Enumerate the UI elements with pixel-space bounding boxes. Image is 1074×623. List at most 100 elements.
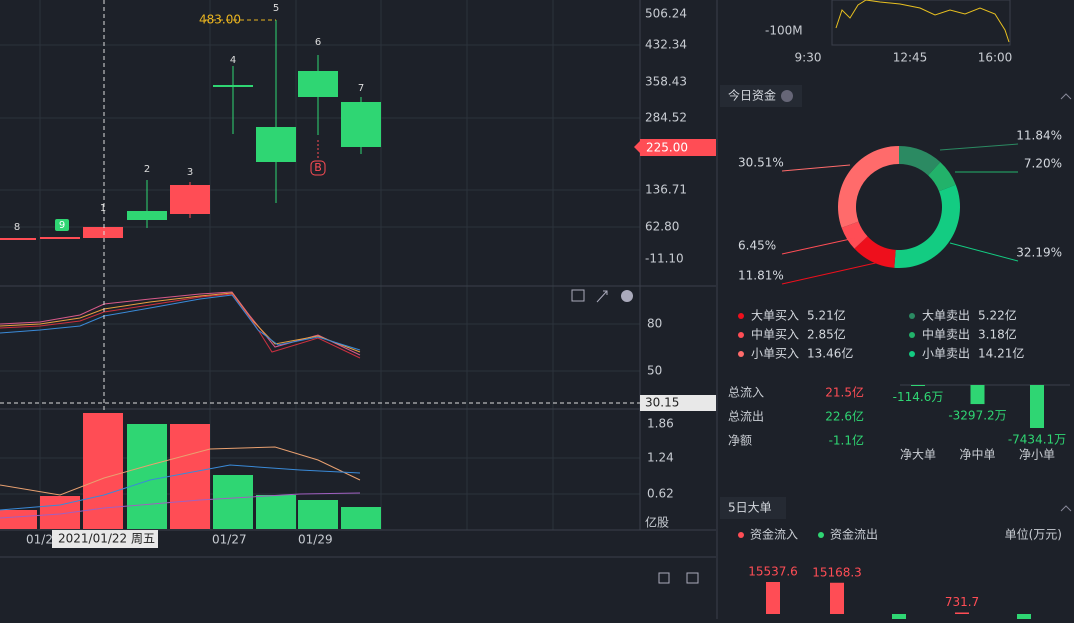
five-day-bar — [766, 582, 780, 614]
date-label: 01/29 — [298, 533, 333, 547]
collapse[interactable] — [1060, 93, 1072, 100]
indicator-tick: 50 — [647, 364, 662, 378]
donut-label: 11.81% — [738, 269, 784, 283]
time-label: 12:45 — [893, 51, 928, 65]
five-day-bar — [830, 582, 844, 614]
net-bar — [1030, 385, 1044, 428]
net-value: -7434.1万 — [1008, 433, 1066, 447]
candle-label: 9 — [59, 220, 65, 231]
net-value: -3297.2万 — [948, 409, 1006, 423]
legend-dot — [909, 351, 915, 357]
donut-segment — [899, 146, 941, 176]
volume-tick: 1.86 — [647, 417, 674, 431]
candle-label: 7 — [358, 83, 364, 94]
crosshair-date-bg — [52, 530, 158, 548]
candle-label: 6 — [315, 37, 321, 48]
indicator-lines — [0, 291, 361, 359]
crosshair-value: 30.15 — [645, 396, 679, 410]
five-day-value: 15168.3 — [812, 565, 862, 579]
legend-value: 5.22亿 — [978, 308, 1017, 323]
price-tick: 358.43 — [645, 75, 687, 89]
volume-lines — [0, 446, 361, 519]
leader-line — [781, 164, 851, 172]
unit: 单位(万元) — [1005, 527, 1062, 542]
intraday-frame — [831, 0, 1011, 46]
candle-label: 4 — [230, 55, 236, 66]
donut-segment — [928, 162, 956, 192]
legend-name: 小单卖出 — [922, 347, 970, 361]
candles — [0, 19, 381, 240]
donut-segment — [854, 236, 896, 268]
price-tick: -11.10 — [645, 252, 684, 266]
price-tag-bg — [640, 139, 716, 156]
legend-dot — [818, 532, 824, 538]
donut-label: 30.51% — [738, 156, 784, 170]
donut-label: 7.20% — [1024, 157, 1062, 171]
total-value: -1.1亿 — [829, 433, 864, 448]
legend-dot — [738, 351, 744, 357]
legend-dot — [909, 332, 915, 338]
volume-tick: 0.62 — [647, 487, 674, 501]
price-tag-arrow — [634, 141, 640, 153]
bottom-icons[interactable] — [658, 572, 699, 584]
legend-dot — [738, 332, 744, 338]
total-name: 总流入 — [728, 386, 764, 400]
legend-value: 2.85亿 — [807, 327, 846, 342]
donut-segment — [841, 221, 868, 249]
candle-label: 3 — [187, 167, 193, 178]
legend-value: 3.18亿 — [978, 327, 1017, 342]
net-category: 净中单 — [959, 447, 995, 462]
time-label: 9:30 — [795, 51, 822, 65]
total-name: 总流出 — [728, 410, 764, 424]
help-icon[interactable] — [781, 90, 793, 102]
funds-header-bg — [720, 85, 802, 107]
donut-label: 6.45% — [738, 239, 776, 253]
net-bar — [970, 385, 985, 405]
legend-dot — [738, 532, 744, 538]
legend-name: 中单买入 — [751, 327, 799, 342]
collapse[interactable] — [1060, 505, 1072, 512]
time-label: 16:00 — [978, 51, 1013, 65]
intraday-line — [835, 0, 1010, 43]
price-tag: 225.00 — [646, 141, 688, 155]
total-name: 净额 — [728, 434, 752, 448]
total-value: 22.6亿 — [825, 409, 864, 424]
volume-unit: 亿股 — [645, 515, 669, 530]
net-value: -114.6万 — [893, 390, 944, 404]
legend-value: 13.46亿 — [807, 346, 853, 361]
legend-name: 大单买入 — [751, 309, 799, 323]
legend-value: 14.21亿 — [978, 346, 1024, 361]
intraday-y-label: -100M — [765, 24, 803, 38]
signal: B — [314, 161, 322, 174]
volume-bars — [0, 413, 381, 529]
five-day-title: 5日大单 — [728, 501, 772, 515]
donut-segment — [894, 184, 960, 269]
five-day-bar — [955, 612, 969, 614]
panel-borders — [0, 0, 718, 619]
candle-label: 8 — [14, 222, 20, 233]
crosshair-date: 2021/01/22 周五 — [58, 532, 155, 546]
five-day-value: 731.7 — [945, 595, 979, 609]
crosshair-value-bg — [640, 395, 716, 411]
legend-name: 资金流出 — [830, 527, 878, 542]
donut-segment — [838, 146, 899, 228]
high-label: 483.00 — [199, 13, 241, 27]
price-tick: 136.71 — [645, 183, 687, 197]
volume-tick: 1.24 — [647, 451, 674, 465]
leader-line — [949, 242, 1019, 262]
candle-label: 1 — [100, 203, 106, 214]
total-value: 21.5亿 — [825, 385, 864, 400]
legend-dot — [909, 313, 915, 319]
price-tick: 432.34 — [645, 38, 687, 52]
date-label: 01/27 — [212, 533, 247, 547]
leader-line — [939, 143, 1019, 151]
donut-label: 32.19% — [1016, 246, 1062, 260]
net-category: 净大单 — [900, 448, 936, 462]
leader-line — [781, 237, 856, 255]
indicator-tick: 80 — [647, 317, 662, 331]
five-day-header-bg — [720, 497, 786, 519]
funds-title: 今日资金 — [728, 88, 776, 103]
net-category: 净小单 — [1019, 448, 1055, 462]
panel-icons[interactable] — [571, 289, 633, 303]
